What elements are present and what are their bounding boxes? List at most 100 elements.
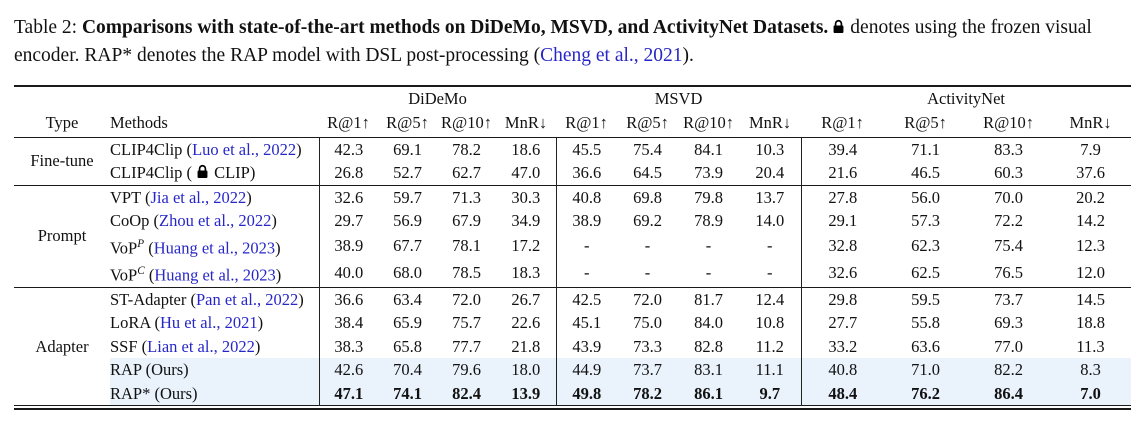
value-cell: 7.0 — [1080, 383, 1101, 403]
method-cell: RAP* (Ours) — [110, 382, 319, 406]
value-cell: 73.7 — [994, 289, 1023, 309]
value-cell: 47.1 — [318, 381, 378, 406]
value-cell: 36.6 — [318, 287, 378, 311]
value-cell: 22.6 — [511, 313, 541, 332]
value-cell: 37.6 — [1076, 163, 1105, 182]
value-cell: 33.2 — [800, 334, 885, 358]
value-cell: 77.0 — [994, 336, 1023, 356]
citation-link[interactable]: Jia et al., 2022 — [150, 187, 247, 207]
col-header-r1: R@1↑ — [556, 109, 618, 138]
value-cell: 67.7 — [393, 236, 422, 256]
value-cell: 64.5 — [633, 163, 662, 182]
value-cell: 59.7 — [393, 187, 422, 207]
citation-link[interactable]: Pan et al., 2022 — [196, 289, 299, 309]
value-cell: 10.3 — [755, 139, 785, 159]
col-header-type: Type — [14, 109, 110, 138]
value-cell: 32.6 — [800, 259, 885, 287]
value-cell: - — [555, 259, 618, 287]
table-row: SSF (Lian et al., 2022) 38.3 65.8 77.7 21.8 4… — [14, 334, 1131, 358]
value-cell: 76.2 — [911, 383, 940, 403]
metric-header-row: Type Methods R@1↑ R@5↑ R@10↑ MnR↓ R@1↑ R… — [14, 109, 1132, 138]
value-cell: 79.8 — [694, 187, 723, 207]
value-cell: 72.0 — [633, 289, 662, 309]
citation-link[interactable]: Luo et al., 2022 — [192, 139, 297, 159]
value-cell: 69.8 — [633, 187, 662, 207]
row-group-prompt: Prompt VPT (Jia et al., 2022) 32.6 59.7 71.3… — [14, 185, 1132, 287]
text-segment: ) — [254, 336, 261, 356]
text-segment: RAP (Ours) — [110, 360, 189, 379]
text-segment: ( — [144, 238, 154, 257]
value-cell: 73.9 — [694, 163, 723, 182]
col-header-r10: R@10↑ — [967, 109, 1051, 138]
value-cell: 65.9 — [393, 313, 422, 332]
citation-link[interactable]: Huang et al., 2023 — [153, 238, 276, 257]
value-cell: 38.9 — [318, 232, 378, 260]
type-cell: Fine-tune — [30, 151, 94, 171]
value-cell: 12.4 — [755, 289, 785, 309]
value-cell: 65.8 — [393, 336, 422, 356]
text-segment: CLIP4Clip ( — [110, 163, 193, 182]
value-cell: 78.5 — [452, 263, 481, 283]
value-cell: 10.8 — [755, 313, 785, 332]
row-group-fine-tune: Fine-tune CLIP4Clip (Luo et al., 2022) 42.… — [14, 137, 1131, 185]
dataset-header-spacer — [14, 86, 319, 109]
citation-link[interactable]: Zhou et al., 2022 — [159, 211, 272, 230]
value-cell: 62.7 — [452, 163, 481, 182]
value-cell: 72.0 — [452, 289, 481, 309]
value-cell: 40.8 — [555, 185, 618, 209]
value-cell: 17.2 — [511, 236, 541, 256]
type-cell: Prompt — [37, 226, 87, 246]
text-segment: LoRA ( — [110, 313, 160, 332]
value-cell: 21.8 — [511, 336, 541, 356]
value-cell: 68.0 — [393, 263, 422, 283]
value-cell: 13.7 — [755, 187, 785, 207]
value-cell: 55.8 — [911, 313, 940, 332]
value-cell: 84.1 — [694, 139, 723, 159]
value-cell: 83.1 — [694, 360, 723, 379]
value-cell: 45.1 — [555, 311, 618, 335]
value-cell: 63.6 — [911, 336, 940, 356]
value-cell: 86.1 — [694, 383, 723, 403]
value-cell: 44.9 — [555, 358, 618, 382]
citation-link[interactable]: Cheng et al., 2021 — [540, 45, 683, 66]
value-cell: 36.6 — [555, 161, 618, 185]
results-table: DiDeMo MSVD ActivityNet Type Methods R@1… — [14, 85, 1132, 406]
value-cell: 34.9 — [511, 211, 541, 230]
table-bottom-rule — [14, 408, 1131, 411]
citation-link[interactable]: Lian et al., 2022 — [147, 336, 255, 356]
value-cell: 29.1 — [800, 209, 885, 233]
table-row: CoOp (Zhou et al., 2022) 29.7 56.9 67.9 34.9… — [14, 209, 1131, 233]
value-cell: 13.9 — [511, 383, 541, 403]
table-row: RAP* (Ours) 47.1 74.1 82.4 13.9 49.8 78.2 86.1 9… — [14, 381, 1132, 406]
value-cell: 47.0 — [511, 163, 541, 182]
value-cell: 73.3 — [633, 336, 662, 356]
text-segment: RAP* (Ours) — [110, 383, 198, 403]
value-cell: 12.0 — [1076, 263, 1105, 283]
method-cell: LoRA (Hu et al., 2021) — [110, 311, 319, 335]
table-row: LoRA (Hu et al., 2021) 38.4 65.9 75.7 22.6 45… — [14, 311, 1131, 335]
text-segment: ( — [144, 265, 155, 284]
value-cell: 14.0 — [755, 211, 785, 230]
value-cell: 72.2 — [994, 211, 1023, 230]
value-cell: 57.3 — [911, 211, 940, 230]
value-cell: 77.7 — [452, 336, 481, 356]
method-cell: CLIP4Clip (Luo et al., 2022) — [110, 137, 319, 161]
row-group-adapter: Adapter ST-Adapter (Pan et al., 2022) 36.6… — [14, 287, 1132, 406]
value-cell: 70.0 — [994, 187, 1023, 207]
citation-link[interactable]: Huang et al., 2023 — [154, 265, 276, 284]
value-cell: - — [767, 236, 773, 256]
text-segment: ST-Adapter ( — [110, 289, 196, 309]
text-segment: denotes using the frozen visual encoder.… — [14, 17, 1092, 66]
dataset-header-activitynet: ActivityNet — [927, 89, 1006, 108]
method-cell: VoPP (Huang et al., 2023) — [110, 233, 319, 260]
col-header-r1: R@1↑ — [801, 109, 885, 138]
value-cell: 18.3 — [511, 263, 541, 283]
value-cell: 32.6 — [318, 185, 378, 209]
value-cell: 46.5 — [911, 163, 940, 182]
table-row: Adapter ST-Adapter (Pan et al., 2022) 36.6… — [14, 287, 1131, 356]
value-cell: 9.7 — [759, 383, 781, 403]
value-cell: 11.2 — [755, 336, 784, 356]
citation-link[interactable]: Hu et al., 2021 — [159, 313, 258, 332]
caption-bold-text: Comparisons with state-of-the-art method… — [81, 17, 829, 38]
value-cell: 56.9 — [393, 211, 422, 230]
